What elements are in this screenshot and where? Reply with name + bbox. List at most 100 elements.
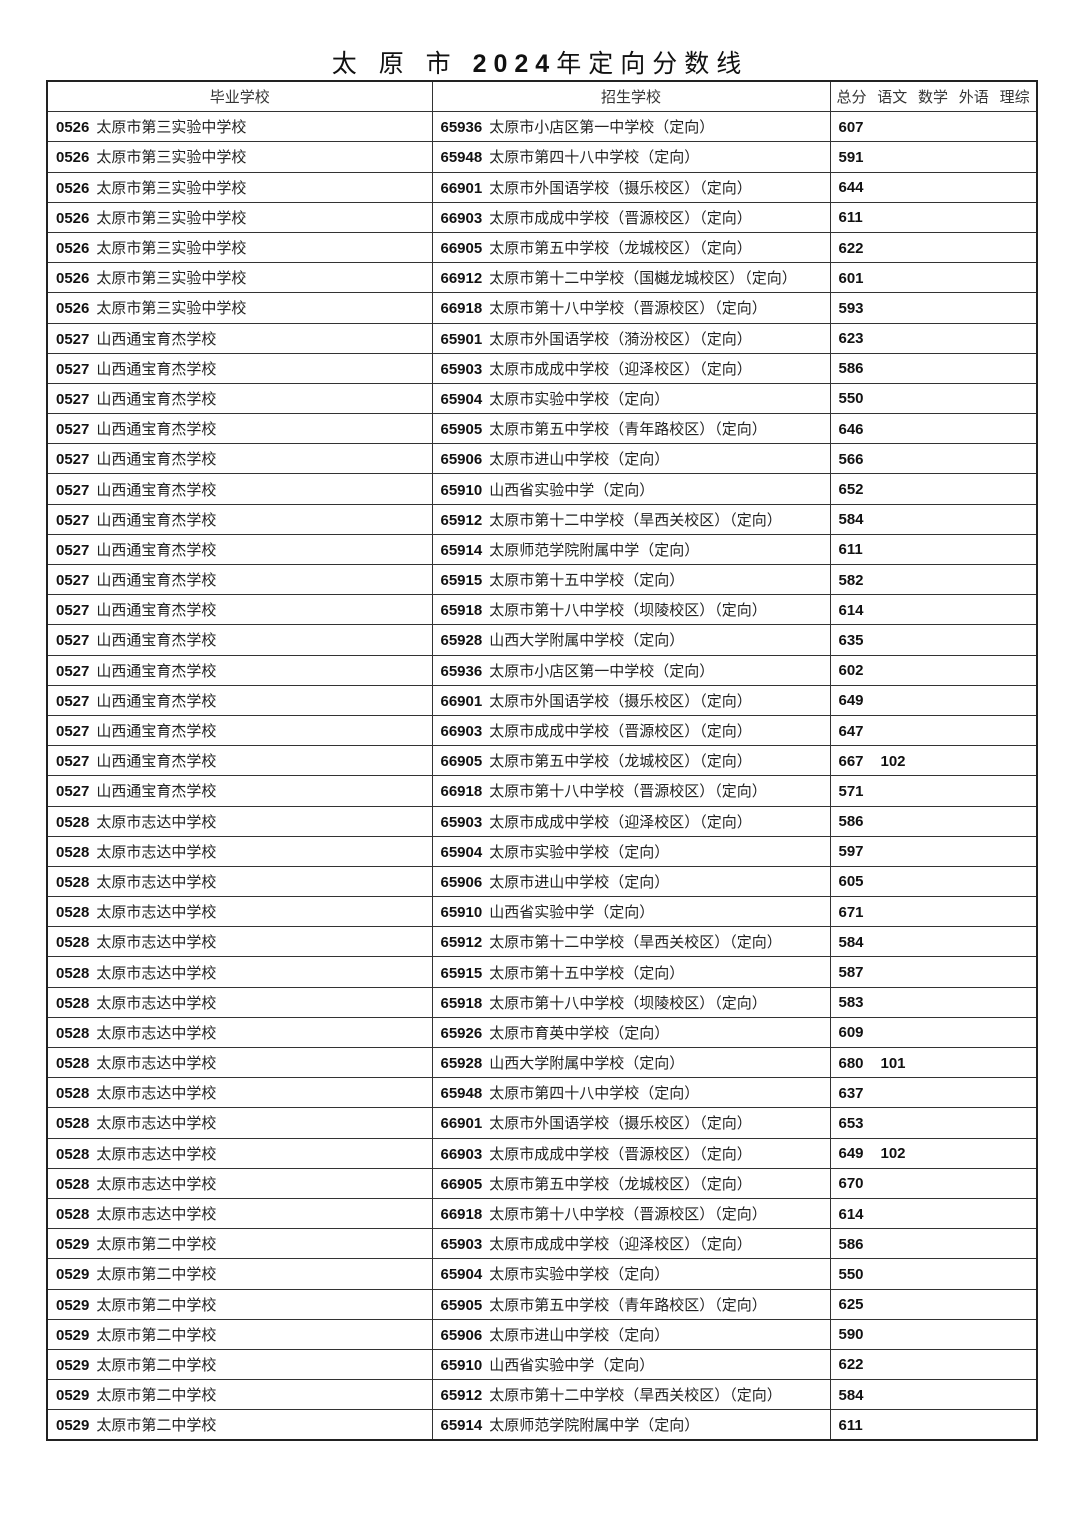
scores-cell: 597 <box>829 835 1038 867</box>
total-score: 611 <box>838 1416 863 1434</box>
title-prefix: 太 原 市 <box>331 49 473 78</box>
enroll-school-code: 65915 <box>440 572 483 590</box>
enroll-school-name: 太原市成成中学校（晋源校区）（定向） <box>489 722 752 741</box>
enroll-school-name: 太原市第四十八中学校（定向） <box>489 148 700 167</box>
header-row: 毕业学校 招生学校 总分 语文 数学 外语 理综 <box>46 80 1038 113</box>
enroll-school-cell: 65948 太原市第四十八中学校（定向） <box>431 1077 831 1109</box>
table-row: 0528 太原市志达中学校 65915 太原市第十五中学校（定向） 587 <box>46 956 1038 988</box>
table-row: 0528 太原市志达中学校 65904 太原市实验中学校（定向） 597 <box>46 835 1038 867</box>
graduate-school-name: 山西通宝育杰学校 <box>96 420 217 439</box>
graduate-school-cell: 0527 山西通宝育杰学校 <box>46 745 433 777</box>
scores-cell: 611 <box>829 201 1038 233</box>
scores-cell: 593 <box>829 292 1038 324</box>
enroll-school-name: 太原市进山中学校（定向） <box>489 1325 670 1344</box>
total-score: 635 <box>838 631 864 649</box>
total-score: 671 <box>838 903 864 921</box>
enroll-school-code: 65936 <box>440 662 483 680</box>
total-score: 583 <box>838 994 864 1012</box>
enroll-school-code: 65928 <box>440 632 483 650</box>
enroll-school-cell: 66905 太原市第五中学校（龙城校区）（定向） <box>431 231 831 264</box>
scores-cell: 586 <box>829 1228 1038 1260</box>
enroll-school-cell: 65903 太原市成成中学校（迎泽校区）（定向） <box>431 805 831 837</box>
enroll-school-cell: 66905 太原市第五中学校（龙城校区）（定向） <box>431 1167 831 1199</box>
scores-cell: 587 <box>829 956 1038 988</box>
enroll-school-name: 太原市进山中学校（定向） <box>489 450 670 469</box>
enroll-school-code: 65901 <box>440 330 483 348</box>
scores-cell: 625 <box>829 1288 1038 1320</box>
graduate-school-name: 太原市第二中学校 <box>96 1235 217 1254</box>
enroll-school-name: 太原市第五中学校（龙城校区）（定向） <box>489 752 752 771</box>
graduate-school-code: 0529 <box>56 1417 90 1435</box>
graduate-school-cell: 0527 山西通宝育杰学校 <box>46 382 433 415</box>
scores-cell: 652 <box>829 473 1038 505</box>
total-score: 652 <box>838 481 864 499</box>
graduate-school-cell: 0526 太原市第三实验中学校 <box>46 231 433 264</box>
graduate-school-code: 0528 <box>56 1024 90 1042</box>
enroll-school-cell: 66903 太原市成成中学校（晋源校区）（定向） <box>431 201 831 233</box>
enroll-school-name: 太原市成成中学校（迎泽校区）（定向） <box>489 359 752 378</box>
enroll-school-code: 65912 <box>440 934 483 952</box>
scores-cell: 649 <box>829 684 1038 716</box>
graduate-school-code: 0528 <box>56 1055 90 1073</box>
table-row: 0529 太原市第二中学校 65912 太原市第十二中学校（旱西关校区）（定向） 584 <box>46 1379 1038 1411</box>
enroll-school-cell: 65910 山西省实验中学（定向） <box>431 896 831 928</box>
enroll-school-name: 太原市外国语学校（摄乐校区）（定向） <box>489 691 752 710</box>
enroll-school-name: 太原市第十二中学校（旱西关校区）（定向） <box>489 933 782 952</box>
scores-cell: 671 <box>829 896 1038 928</box>
graduate-school-name: 太原市第三实验中学校 <box>96 208 247 227</box>
graduate-school-name: 山西通宝育杰学校 <box>96 631 217 650</box>
enroll-school-cell: 65914 太原师范学院附属中学（定向） <box>431 1409 831 1441</box>
graduate-school-code: 0528 <box>56 1206 90 1224</box>
enroll-school-name: 太原市第十八中学校（坝陵校区）（定向） <box>489 993 767 1012</box>
table-row: 0528 太原市志达中学校 66905 太原市第五中学校（龙城校区）（定向） 670 <box>46 1167 1038 1199</box>
enroll-school-name: 太原市实验中学校（定向） <box>489 842 670 861</box>
total-score: 593 <box>838 299 864 317</box>
enroll-school-code: 65905 <box>440 421 483 439</box>
enroll-school-code: 65906 <box>440 1326 483 1344</box>
total-score: 646 <box>838 420 864 438</box>
graduate-school-cell: 0528 太原市志达中学校 <box>46 926 433 958</box>
scores-cell: 550 <box>829 1258 1038 1290</box>
graduate-school-name: 太原市第三实验中学校 <box>96 148 247 167</box>
graduate-school-name: 山西通宝育杰学校 <box>96 691 217 710</box>
graduate-school-cell: 0526 太原市第三实验中学校 <box>46 262 433 294</box>
graduate-school-code: 0527 <box>56 662 90 680</box>
enroll-school-code: 65914 <box>440 541 483 559</box>
graduate-school-name: 山西通宝育杰学校 <box>96 661 217 680</box>
enroll-school-name: 太原市外国语学校（漪汾校区）（定向） <box>489 329 752 348</box>
enroll-school-name: 太原市成成中学校（晋源校区）（定向） <box>489 1144 752 1163</box>
graduate-school-cell: 0529 太原市第二中学校 <box>46 1379 433 1411</box>
graduate-school-name: 山西通宝育杰学校 <box>96 571 217 590</box>
total-score: 602 <box>838 662 864 680</box>
total-score: 649 <box>838 692 864 710</box>
enroll-school-name: 太原市第十八中学校（晋源校区）（定向） <box>489 299 767 318</box>
total-score: 611 <box>838 541 863 559</box>
total-score: 622 <box>838 1356 864 1374</box>
graduate-school-cell: 0527 山西通宝育杰学校 <box>46 594 433 626</box>
graduate-school-name: 山西通宝育杰学校 <box>96 510 217 529</box>
scores-cell: 623 <box>829 322 1038 354</box>
graduate-school-cell: 0526 太原市第三实验中学校 <box>46 111 433 143</box>
table-row: 0526 太原市第三实验中学校 66912 太原市第十二中学校（国樾龙城校区）（定向）… <box>46 262 1038 294</box>
graduate-school-code: 0526 <box>56 300 90 318</box>
total-score: 607 <box>838 118 864 136</box>
scores-cell: 653 <box>829 1107 1038 1139</box>
graduate-school-code: 0527 <box>56 360 90 378</box>
scores-cell: 586 <box>829 805 1038 837</box>
graduate-school-code: 0529 <box>56 1356 90 1374</box>
enroll-school-cell: 66903 太原市成成中学校（晋源校区）（定向） <box>431 714 831 747</box>
enroll-school-code: 65904 <box>440 1266 483 1284</box>
total-score: 611 <box>838 209 863 227</box>
scores-cell: 614 <box>829 594 1038 626</box>
graduate-school-cell: 0527 山西通宝育杰学校 <box>46 533 433 566</box>
graduate-school-name: 太原市第三实验中学校 <box>96 269 247 288</box>
table-row: 0527 山西通宝育杰学校 65918 太原市第十八中学校（坝陵校区）（定向） 614 <box>46 594 1038 626</box>
scores-cell: 591 <box>829 141 1038 173</box>
enroll-school-name: 太原市第五中学校（龙城校区）（定向） <box>489 239 752 258</box>
enroll-school-name: 山西省实验中学（定向） <box>489 903 655 922</box>
total-score: 586 <box>838 813 864 831</box>
scores-cell: 622 <box>829 1348 1038 1381</box>
total-score: 582 <box>838 571 864 589</box>
graduate-school-code: 0528 <box>56 964 90 982</box>
chinese-score: 102 <box>880 752 906 770</box>
